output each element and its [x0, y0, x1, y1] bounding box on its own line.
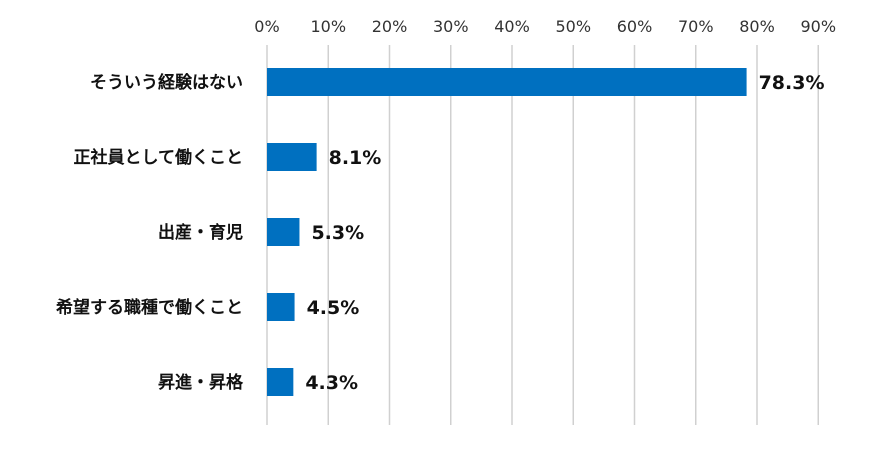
- x-tick-label: 30%: [433, 17, 469, 36]
- data-label: 4.5%: [307, 297, 360, 319]
- data-label: 78.3%: [759, 72, 825, 94]
- grid-lines: [266, 45, 819, 425]
- x-tick-label: 10%: [310, 17, 346, 36]
- bar: [267, 218, 300, 246]
- x-tick-label: 70%: [678, 17, 714, 36]
- data-labels: 78.3% 8.1% 5.3% 4.5% 4.3%: [305, 72, 824, 394]
- x-axis-ticks: 0% 10% 20% 30% 40% 50% 60% 70% 80% 90%: [254, 17, 836, 36]
- x-tick-label: 0%: [254, 17, 279, 36]
- category-label: 出産・育児: [158, 222, 243, 243]
- x-tick-label: 50%: [555, 17, 591, 36]
- data-label: 5.3%: [311, 222, 364, 244]
- data-label: 4.3%: [305, 372, 358, 394]
- x-tick-label: 40%: [494, 17, 530, 36]
- x-tick-label: 20%: [372, 17, 408, 36]
- category-label: 昇進・昇格: [158, 372, 244, 393]
- bar: [267, 143, 317, 171]
- x-tick-label: 80%: [739, 17, 775, 36]
- bar: [267, 293, 295, 321]
- bar: [267, 68, 747, 96]
- bar: [267, 368, 294, 396]
- x-tick-label: 90%: [800, 17, 836, 36]
- bars: [267, 68, 747, 396]
- data-label: 8.1%: [329, 147, 382, 169]
- category-label: 希望する職種で働くこと: [56, 297, 243, 318]
- category-label: 正社員として働くこと: [74, 147, 244, 168]
- category-label: そういう経験はない: [90, 72, 243, 93]
- x-tick-label: 60%: [617, 17, 653, 36]
